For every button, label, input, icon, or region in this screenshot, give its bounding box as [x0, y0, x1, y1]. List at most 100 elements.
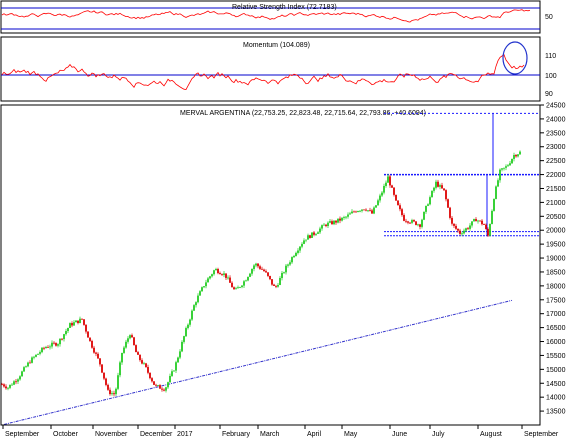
candle-body: [203, 286, 205, 288]
candle-body: [53, 342, 55, 344]
candle-body: [515, 155, 517, 157]
candle-body: [417, 224, 419, 226]
candle-body: [395, 194, 397, 201]
candle-body: [29, 362, 31, 364]
candle-body: [313, 232, 315, 235]
candle-body: [329, 221, 331, 223]
candle-body: [325, 224, 327, 227]
candle-body: [377, 200, 379, 206]
candle-body: [405, 220, 407, 222]
candle-body: [163, 389, 165, 391]
candle-body: [307, 235, 309, 240]
candle-body: [137, 352, 139, 355]
candle-body: [153, 381, 155, 385]
candle-body: [213, 270, 215, 275]
candle-body: [205, 282, 207, 287]
candle-body: [175, 362, 177, 371]
candle-body: [403, 215, 405, 221]
candle-body: [453, 223, 455, 226]
candle-body: [451, 217, 453, 224]
candle-body: [215, 269, 217, 271]
candle-body: [209, 276, 211, 279]
candle-body: [237, 287, 239, 289]
candle-body: [257, 263, 259, 267]
candle-body: [231, 282, 233, 288]
candle-body: [337, 218, 339, 223]
y-tick-label: 21500: [546, 186, 566, 193]
candle-body: [229, 277, 231, 283]
candle-body: [245, 280, 247, 282]
candle-body: [219, 273, 221, 275]
candle-body: [463, 230, 465, 234]
candle-body: [255, 263, 257, 266]
candle-body: [299, 246, 301, 251]
candle-body: [143, 363, 145, 365]
candle-body: [391, 185, 393, 188]
candle-body: [267, 272, 269, 276]
candle-body: [505, 166, 507, 168]
candle-body: [93, 347, 95, 353]
candle-body: [445, 190, 447, 200]
candle-body: [197, 295, 199, 303]
candle-body: [261, 268, 263, 270]
y-tick-label: 14000: [546, 395, 566, 402]
candle-body: [225, 273, 227, 278]
candle-body: [131, 335, 133, 338]
candle-body: [99, 358, 101, 365]
x-tick-label: September: [5, 431, 40, 438]
candle-body: [427, 204, 429, 206]
x-tick-label: November: [95, 431, 128, 438]
candle-body: [63, 334, 65, 340]
candle-body: [207, 278, 209, 283]
y-tick-label: 15500: [546, 353, 566, 360]
candle-body: [423, 211, 425, 220]
candle-body: [415, 221, 417, 225]
y-tick-label: 16500: [546, 325, 566, 332]
candle-body: [331, 221, 333, 225]
candle-body: [141, 360, 143, 364]
candle-body: [67, 327, 69, 332]
y-tick-label: 23500: [546, 130, 566, 137]
candle-body: [509, 163, 511, 166]
candle-body: [365, 209, 367, 211]
candle-body: [393, 187, 395, 195]
candle-body: [251, 269, 253, 274]
candle-body: [43, 347, 45, 349]
candle-body: [381, 192, 383, 196]
candle-body: [161, 388, 163, 390]
candle-body: [51, 342, 53, 347]
candle-body: [493, 198, 495, 211]
candle-body: [343, 217, 345, 219]
candle-body: [49, 346, 51, 348]
candle-body: [401, 209, 403, 216]
candle-body: [115, 388, 117, 395]
candle-body: [223, 273, 225, 275]
candle-body: [129, 335, 131, 339]
candle-body: [373, 207, 375, 214]
candle-body: [235, 288, 237, 290]
candle-body: [513, 155, 515, 159]
momentum-line: [1, 54, 525, 91]
candle-body: [25, 366, 27, 368]
y-tick-label: 22500: [546, 158, 566, 165]
price-title: MERVAL ARGENTINA (22,753.25, 22,823.48, …: [180, 110, 426, 117]
candle-body: [23, 367, 25, 372]
candle-body: [69, 323, 71, 328]
candle-body: [41, 347, 43, 353]
candle-body: [357, 211, 359, 213]
price-panel: MERVAL ARGENTINA (22,753.25, 22,823.48, …: [0, 103, 566, 426]
y-tick-label: 17000: [546, 311, 566, 318]
candle-body: [107, 384, 109, 390]
candle-body: [85, 324, 87, 332]
candle-body: [273, 284, 275, 286]
x-tick-label: October: [53, 431, 79, 438]
candle-body: [389, 176, 391, 186]
time-axis: September October November December 2017 Febr…: [1, 424, 559, 438]
candle-body: [269, 275, 271, 280]
candle-body: [265, 271, 267, 273]
candle-body: [433, 187, 435, 191]
candle-body: [75, 320, 77, 323]
candle-body: [457, 228, 459, 231]
candle-body: [239, 287, 241, 288]
candle-body: [247, 276, 249, 281]
